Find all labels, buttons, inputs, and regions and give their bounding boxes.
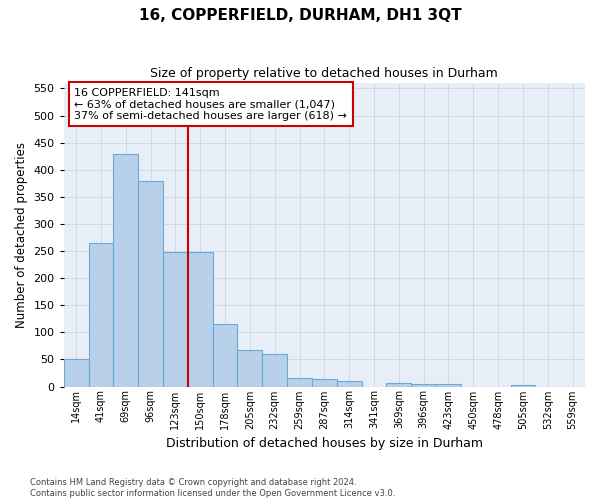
Text: Contains HM Land Registry data © Crown copyright and database right 2024.
Contai: Contains HM Land Registry data © Crown c…	[30, 478, 395, 498]
Bar	[188, 252, 212, 386]
Text: 16 COPPERFIELD: 141sqm
← 63% of detached houses are smaller (1,047)
37% of semi-: 16 COPPERFIELD: 141sqm ← 63% of detached…	[74, 88, 347, 121]
Bar	[212, 324, 238, 386]
X-axis label: Distribution of detached houses by size in Durham: Distribution of detached houses by size …	[166, 437, 483, 450]
Bar	[113, 154, 138, 386]
Bar	[89, 243, 113, 386]
Bar	[262, 354, 287, 386]
Bar	[337, 381, 362, 386]
Bar	[411, 384, 436, 386]
Y-axis label: Number of detached properties: Number of detached properties	[15, 142, 28, 328]
Bar	[436, 384, 461, 386]
Bar	[138, 180, 163, 386]
Bar	[163, 252, 188, 386]
Text: 16, COPPERFIELD, DURHAM, DH1 3QT: 16, COPPERFIELD, DURHAM, DH1 3QT	[139, 8, 461, 22]
Title: Size of property relative to detached houses in Durham: Size of property relative to detached ho…	[151, 68, 498, 80]
Bar	[386, 382, 411, 386]
Bar	[64, 360, 89, 386]
Bar	[287, 378, 312, 386]
Bar	[238, 350, 262, 387]
Bar	[312, 380, 337, 386]
